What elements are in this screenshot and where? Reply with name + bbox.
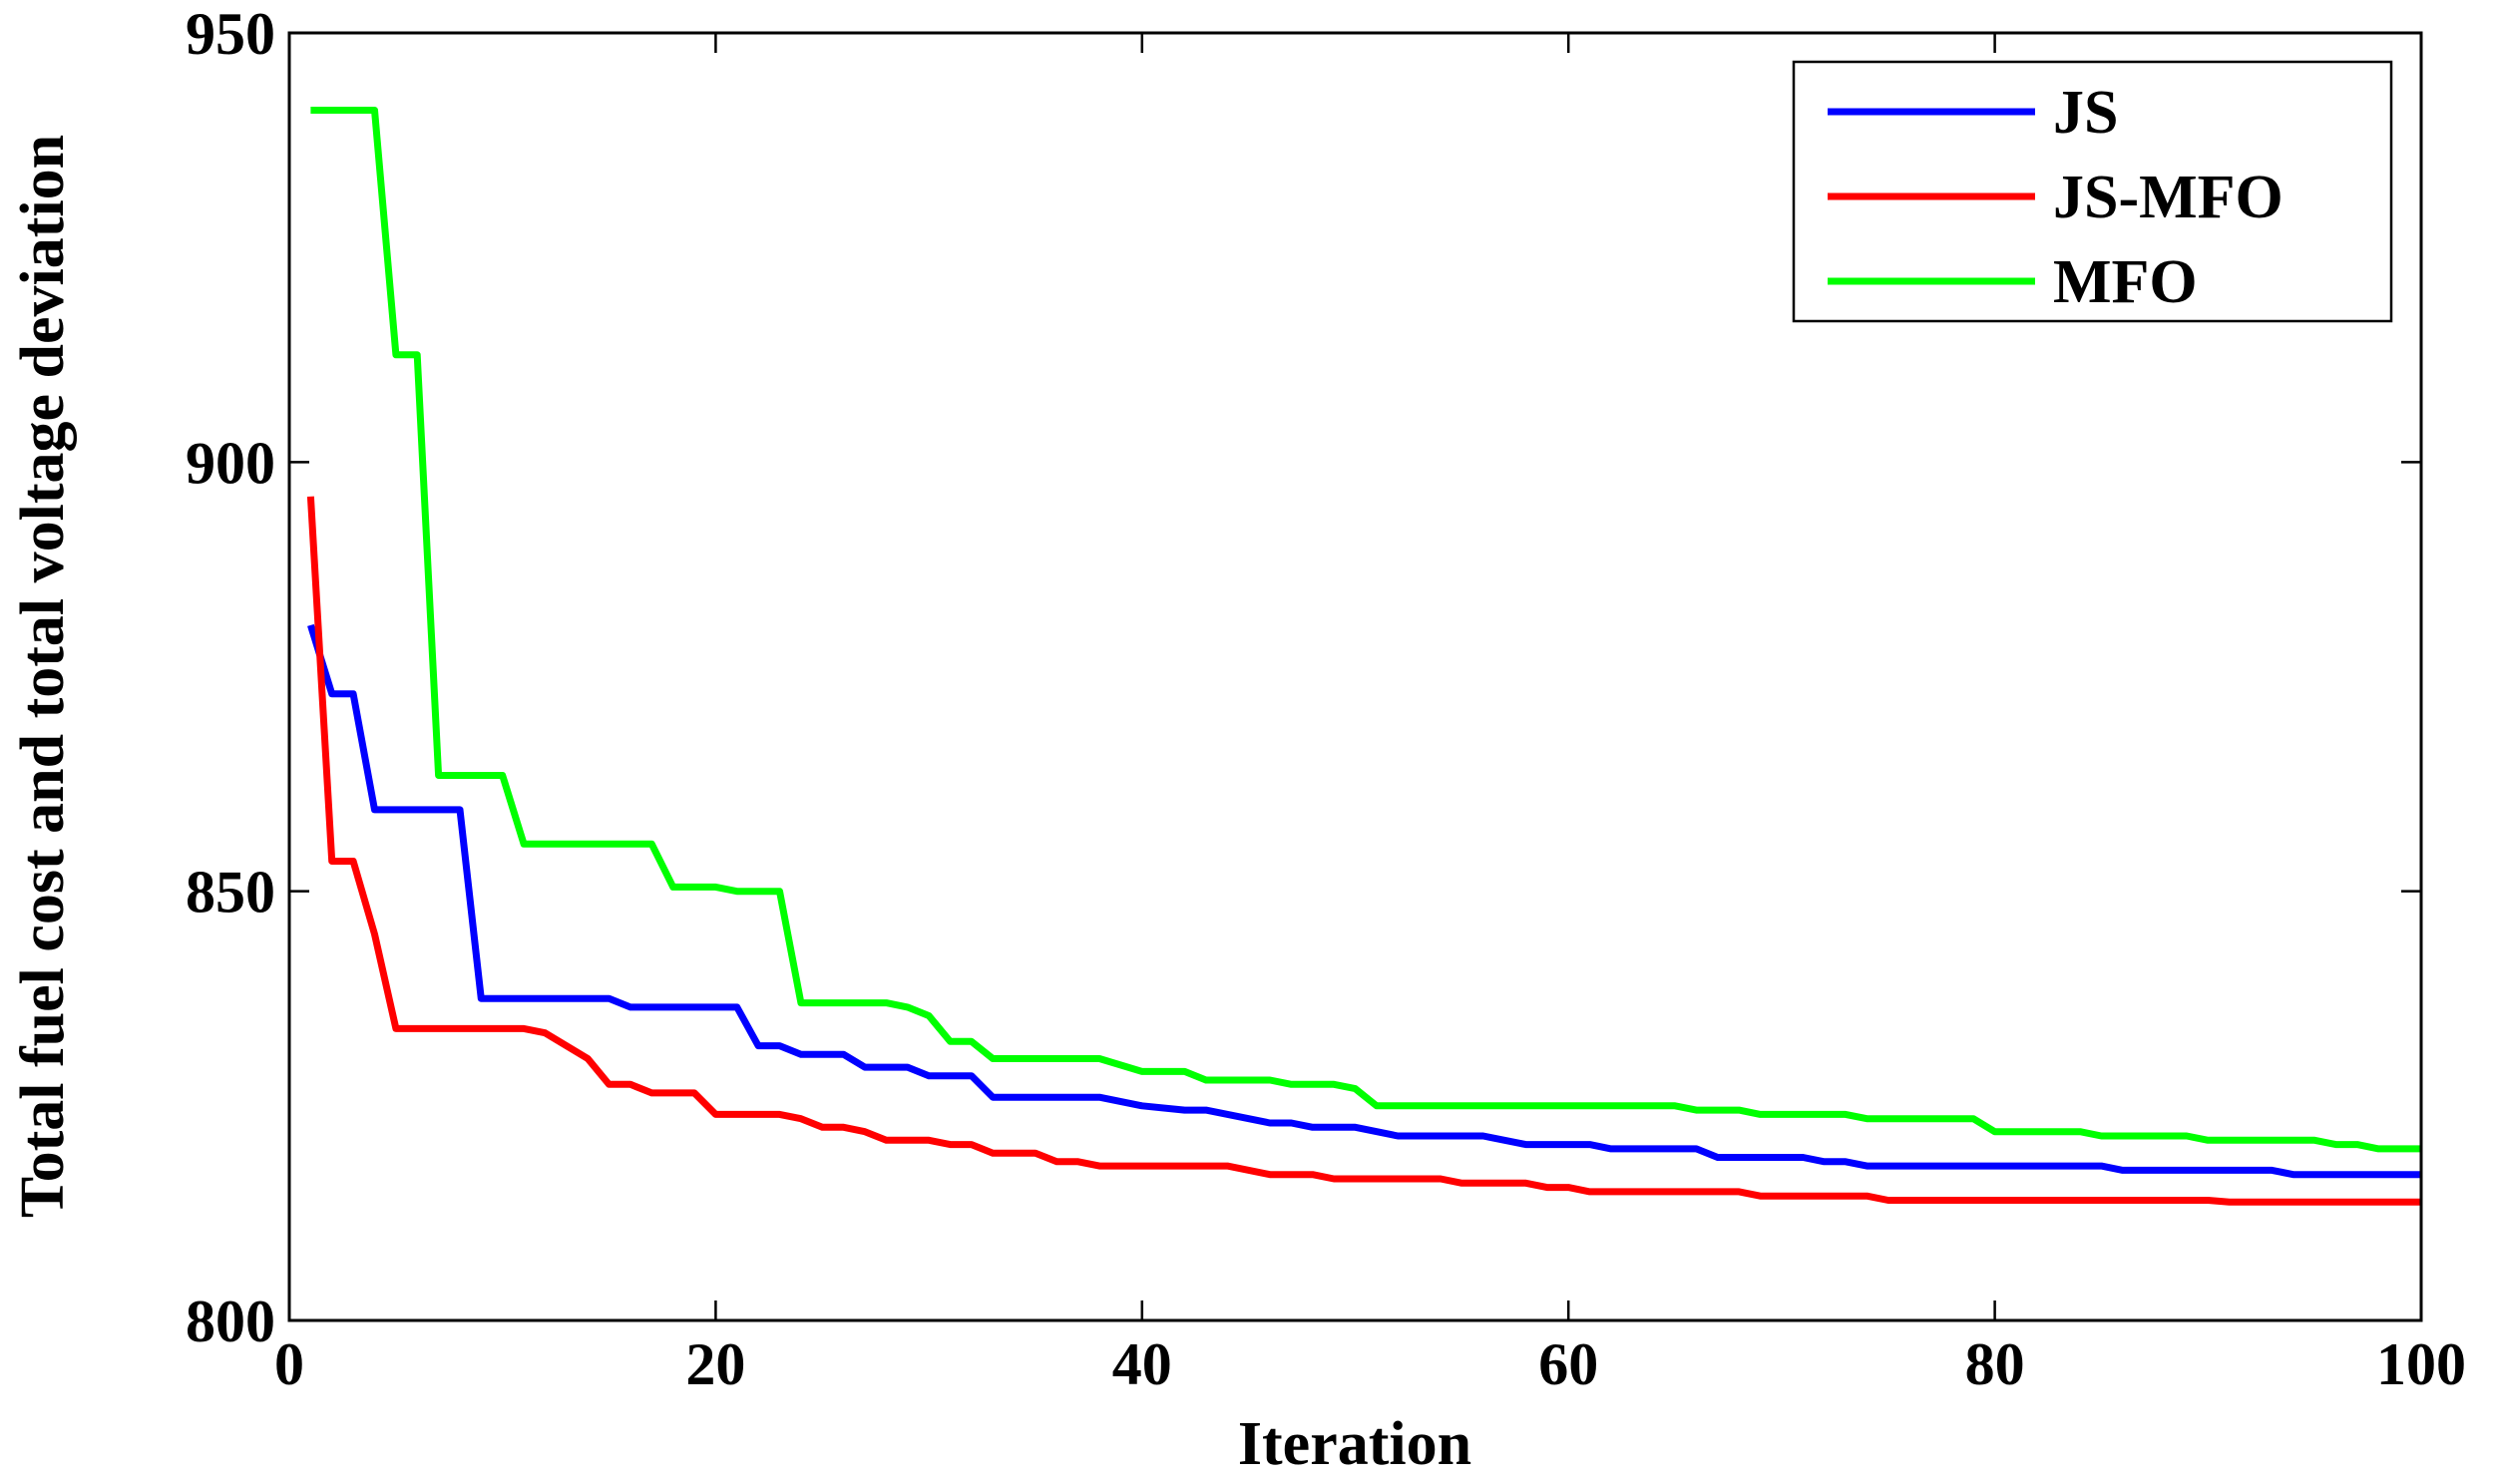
y-tick-label: 900: [186, 430, 275, 496]
plot-frame: [287, 31, 2423, 1322]
y-tick-label: 800: [186, 1289, 275, 1354]
series-line-js: [307, 623, 2421, 1179]
tick-labels: 0 20 40 60 80 100 800 850 900 950: [186, 1, 2466, 1397]
x-tick-label: 100: [2376, 1331, 2466, 1397]
x-tick-label: 60: [1538, 1331, 1598, 1397]
legend-label-js-mfo: JS-MFO: [2053, 164, 2284, 231]
series-line-mfo: [310, 107, 2421, 1153]
x-tick-label: 20: [685, 1331, 745, 1397]
plot-series: [306, 107, 2421, 1206]
y-tick-label: 850: [186, 860, 275, 926]
legend-label-mfo: MFO: [2053, 248, 2198, 316]
x-tick-label: 80: [1965, 1331, 2025, 1397]
y-axis-title: Total fuel cost and total voltage deviat…: [9, 135, 77, 1218]
legend: JS JS-MFO MFO: [1792, 60, 2393, 323]
x-tick-label: 0: [274, 1331, 304, 1397]
x-axis-title: Iteration: [1238, 1410, 1471, 1478]
x-tick-label: 40: [1112, 1331, 1172, 1397]
legend-items: JS JS-MFO MFO: [1828, 79, 2284, 316]
series-line-js-mfo: [306, 496, 2421, 1206]
legend-label-js: JS: [2053, 79, 2118, 147]
y-tick-label: 950: [186, 1, 275, 67]
